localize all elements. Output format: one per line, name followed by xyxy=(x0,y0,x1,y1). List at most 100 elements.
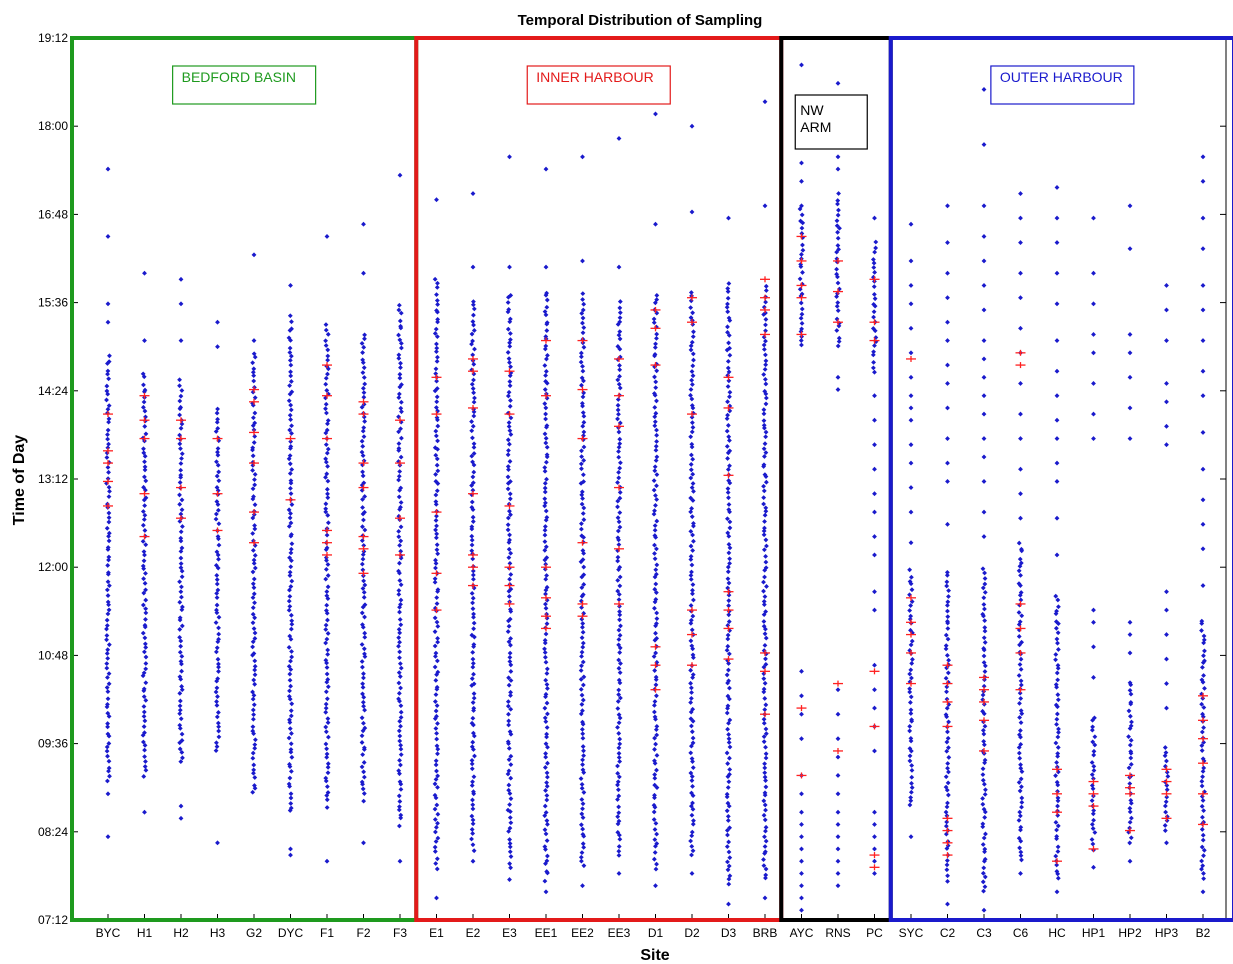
sample-point xyxy=(469,533,475,539)
sample-point xyxy=(360,699,366,705)
sample-point xyxy=(359,561,365,567)
sample-point xyxy=(726,619,732,624)
sample-point xyxy=(434,334,440,340)
sample-point xyxy=(1128,797,1134,803)
sample-point xyxy=(252,681,258,687)
sample-point xyxy=(472,346,477,352)
highlight-point xyxy=(322,435,332,442)
sample-point xyxy=(140,630,146,636)
sample-point xyxy=(980,796,986,801)
sample-point xyxy=(946,657,952,663)
sample-point xyxy=(836,207,841,213)
sample-point xyxy=(543,343,549,349)
sample-point xyxy=(251,560,257,566)
sample-point xyxy=(617,490,623,495)
sample-point xyxy=(1054,670,1060,676)
sample-point xyxy=(980,566,986,572)
sample-point xyxy=(763,358,769,364)
sample-point xyxy=(470,595,476,601)
highlight-point xyxy=(468,404,478,411)
sample-point xyxy=(652,352,658,357)
sample-point xyxy=(1090,717,1095,723)
sample-point xyxy=(177,492,182,498)
sample-point xyxy=(616,871,622,876)
sample-point xyxy=(288,791,294,797)
sample-point xyxy=(179,545,185,551)
sample-point xyxy=(288,741,294,747)
sample-point xyxy=(799,809,804,815)
sample-point xyxy=(1200,215,1206,221)
sample-point xyxy=(359,642,365,647)
sample-point xyxy=(909,785,915,790)
sample-point xyxy=(873,245,879,251)
sample-point xyxy=(251,378,257,384)
sample-point xyxy=(1201,765,1207,771)
sample-point xyxy=(1018,720,1024,726)
highlight-point xyxy=(650,686,661,693)
sample-point xyxy=(252,658,258,664)
sample-point xyxy=(944,569,950,575)
x-tick-label: AYC xyxy=(790,926,814,940)
sample-point xyxy=(689,506,694,511)
sample-point xyxy=(507,877,512,882)
highlight-point xyxy=(322,392,332,399)
sample-point xyxy=(580,841,586,847)
sample-point xyxy=(1201,637,1207,643)
sample-point xyxy=(360,511,366,517)
sample-point xyxy=(359,340,365,346)
sample-point xyxy=(252,783,257,788)
sample-point xyxy=(323,689,329,695)
sample-point xyxy=(361,774,367,780)
sample-point xyxy=(215,710,221,715)
sample-point xyxy=(1199,827,1205,832)
sample-point xyxy=(287,677,293,683)
sample-point xyxy=(361,434,367,440)
sample-point xyxy=(654,562,660,568)
sample-point xyxy=(216,728,222,734)
highlight-point xyxy=(504,564,515,571)
sample-point xyxy=(761,407,767,413)
sample-point xyxy=(508,550,514,556)
highlight-point xyxy=(1015,625,1026,632)
sample-point xyxy=(1018,240,1023,245)
sample-point xyxy=(1128,737,1134,743)
sample-point xyxy=(651,511,657,517)
sample-point xyxy=(762,761,767,767)
sample-point xyxy=(1200,521,1206,527)
sample-point xyxy=(653,571,659,577)
sample-point xyxy=(834,271,840,277)
sample-point xyxy=(325,684,331,690)
sample-point xyxy=(252,477,257,482)
highlight-point xyxy=(687,631,697,638)
sample-point xyxy=(945,873,950,879)
sample-point xyxy=(727,394,732,400)
sample-point xyxy=(288,852,293,858)
sample-point xyxy=(1092,734,1098,740)
highlight-point xyxy=(833,680,843,687)
sample-point xyxy=(104,626,109,632)
sample-point xyxy=(872,748,877,754)
sample-point xyxy=(1018,325,1023,331)
sample-point xyxy=(397,718,403,724)
sample-point xyxy=(216,661,221,667)
sample-point xyxy=(981,635,987,641)
sample-point xyxy=(469,744,475,750)
sample-point xyxy=(651,802,657,808)
sample-point xyxy=(471,681,477,687)
y-tick-label: 16:48 xyxy=(38,207,68,221)
sample-point xyxy=(469,453,475,459)
sample-point xyxy=(179,574,185,580)
sample-point xyxy=(981,660,987,665)
sample-point xyxy=(726,507,732,513)
highlight-point xyxy=(541,625,551,632)
sample-point xyxy=(1018,411,1023,417)
sample-point xyxy=(946,594,951,599)
sample-point xyxy=(141,382,146,388)
sample-point xyxy=(652,374,657,380)
sample-point xyxy=(654,753,660,758)
sample-point xyxy=(362,509,367,515)
sample-point xyxy=(618,695,623,701)
sample-point xyxy=(545,686,550,691)
sample-point xyxy=(1200,711,1205,717)
sample-point xyxy=(579,727,585,732)
